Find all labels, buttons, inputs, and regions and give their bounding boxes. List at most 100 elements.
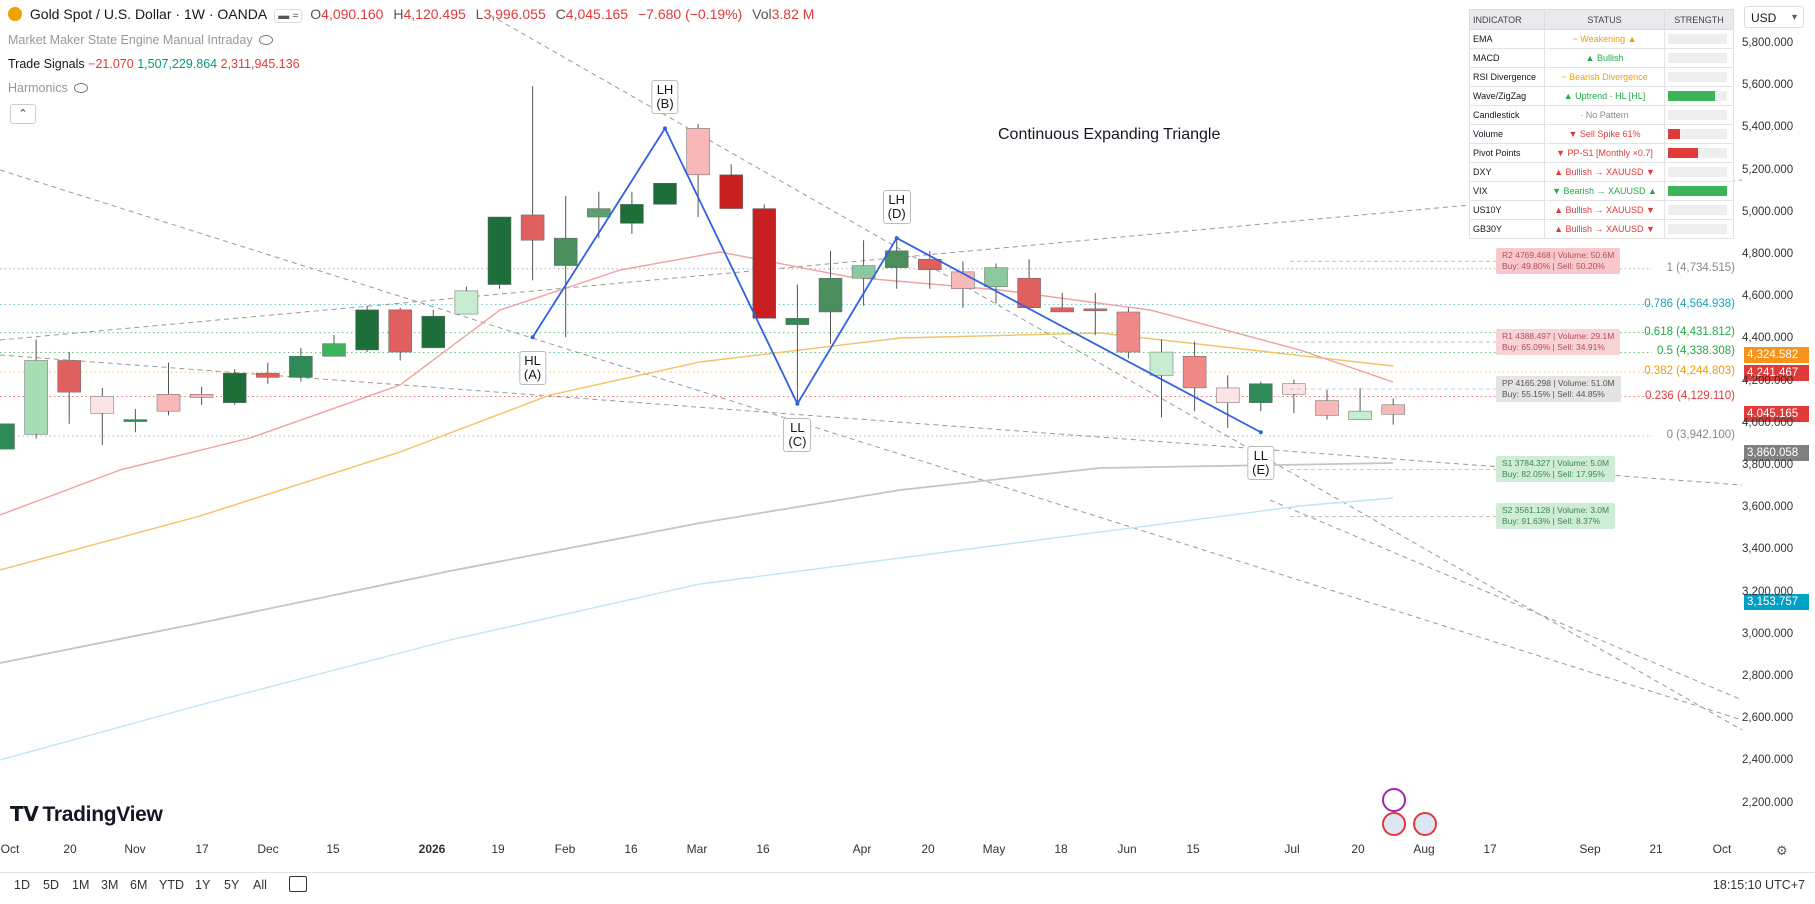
lightning-event-icon[interactable]: [1382, 788, 1406, 812]
indicator-status: · No Pattern: [1544, 105, 1665, 125]
currency-select[interactable]: USD: [1744, 6, 1804, 29]
candle: [719, 164, 743, 209]
candle-body: [189, 394, 214, 398]
candle-body: [355, 309, 379, 351]
table-row: EMA ~ Weakening ▲: [1469, 29, 1734, 49]
candle: [851, 240, 876, 306]
eye-hidden-icon[interactable]: [73, 83, 88, 93]
candle-body: [785, 318, 810, 325]
strength-bar: [1668, 205, 1727, 216]
price-tick-label: 2,400.000: [1742, 754, 1794, 767]
strength-bar: [1668, 53, 1727, 64]
candle: [189, 386, 214, 405]
price-tag: 4,241.467: [1744, 364, 1809, 381]
time-tick-label: Mar: [686, 842, 708, 856]
time-tick-label: 16: [756, 842, 770, 856]
symbol-title[interactable]: Gold Spot / U.S. Dollar · 1W · OANDA: [29, 6, 267, 22]
range-button-1m[interactable]: 1M: [72, 878, 90, 892]
price-tick-label: 4,800.000: [1742, 248, 1794, 260]
wave-label-top: LL: [1253, 448, 1269, 464]
collapse-legend-button[interactable]: ⌃: [10, 104, 36, 124]
symbol-header: Gold Spot / U.S. Dollar · 1W · OANDA ▬ ≈…: [8, 6, 814, 23]
price-tag: 3,860.058: [1744, 445, 1809, 462]
candle: [1050, 292, 1074, 313]
us-flag-event-icon[interactable]: [1413, 812, 1437, 836]
indicator-strength: [1664, 200, 1734, 220]
time-tick-label: 20: [921, 842, 935, 856]
candle: [520, 86, 545, 281]
strength-fill: [1668, 186, 1727, 197]
candle: [388, 307, 412, 361]
strength-bar: [1668, 186, 1727, 197]
zigzag-point: [530, 335, 535, 340]
candle: [289, 347, 313, 382]
time-tick-label: Oct: [1712, 842, 1732, 856]
range-button-1y[interactable]: 1Y: [195, 878, 211, 892]
time-tick-label: 15: [1186, 842, 1200, 856]
candle-body: [884, 250, 909, 268]
indicator-status-table: INDICATOR STATUS STRENGTH EMA ~ Weakening…: [1469, 9, 1734, 239]
indicator-strength: [1664, 124, 1734, 144]
candle-body: [156, 394, 181, 412]
calendar-icon[interactable]: [289, 876, 307, 892]
pivot-line-2: Buy: 65.09% | Sell: 34.91%: [1502, 341, 1605, 352]
indicator-mmse[interactable]: Market Maker State Engine Manual Intrada…: [8, 33, 273, 47]
candle: [653, 183, 677, 205]
time-tick-label: 18: [1054, 842, 1068, 856]
candle: [620, 191, 644, 234]
fib-level-label: 0.5 (4,338.308): [1656, 345, 1735, 358]
candle-body: [752, 208, 777, 319]
range-button-5y[interactable]: 5Y: [224, 878, 240, 892]
candle: [752, 204, 777, 319]
price-tick-label: 2,600.000: [1742, 712, 1794, 725]
range-button-ytd[interactable]: YTD: [159, 878, 184, 892]
tradingview-mark-icon: 𝗧𝗩: [10, 804, 39, 826]
candle: [1116, 307, 1141, 359]
pivot-box: PP 4165.298 | Volume: 51.0M Buy: 55.15% |…: [1496, 375, 1621, 402]
range-button-5d[interactable]: 5D: [43, 878, 59, 892]
candle-body: [1381, 404, 1405, 415]
trade-signal-value-1: −21.070: [88, 57, 134, 71]
range-button-1d[interactable]: 1D: [14, 878, 30, 892]
indicator-name: Candlestick: [1469, 105, 1545, 125]
trade-signal-value-2: 1,507,229.864: [137, 57, 218, 71]
time-tick-label: Oct: [0, 842, 20, 856]
fib-level-label: 0.382 (4,244.803): [1644, 365, 1735, 378]
range-button-3m[interactable]: 3M: [101, 878, 119, 892]
open-value: 4,090.160: [321, 6, 384, 22]
candle-body: [0, 423, 15, 450]
candle-body: [57, 360, 81, 393]
range-button-6m[interactable]: 6M: [130, 878, 148, 892]
indicator-name: RSI Divergence: [1469, 67, 1545, 87]
candle-body: [1017, 277, 1041, 308]
moving-average-line: [0, 462, 1394, 664]
us-flag-event-icon[interactable]: [1382, 812, 1406, 836]
moving-average-line: [0, 251, 1394, 516]
indicator-trade-signals[interactable]: Trade Signals −21.070 1,507,229.864 2,31…: [8, 57, 300, 71]
candle-body: [1182, 356, 1207, 389]
indicator-strength: [1664, 105, 1734, 125]
clock: 18:15:10 UTC+7: [1712, 878, 1805, 892]
indicator-status: ~ Bearish Divergence: [1544, 67, 1665, 87]
time-tick-label: Dec: [257, 842, 279, 856]
eye-hidden-icon[interactable]: [258, 35, 273, 45]
time-tick-label: Nov: [124, 842, 146, 856]
range-button-all[interactable]: All: [253, 878, 267, 892]
candle-body: [1249, 383, 1273, 403]
candle: [553, 195, 578, 338]
price-tick-label: 3,800.000: [1742, 459, 1794, 471]
candle: [0, 423, 15, 450]
candle-body: [454, 290, 479, 315]
price-tick-label: 2,800.000: [1742, 670, 1794, 682]
gear-icon[interactable]: ⚙: [1776, 843, 1788, 858]
indicator-strength: [1664, 29, 1734, 49]
price-tick-label: 5,400.000: [1742, 121, 1794, 134]
compare-pill-icon[interactable]: ▬ ≈: [274, 9, 303, 23]
table-header: INDICATOR: [1469, 9, 1545, 30]
price-tick-label: 3,400.000: [1742, 543, 1794, 556]
wave-label-top: HL: [524, 353, 541, 369]
indicator-harmonics[interactable]: Harmonics: [8, 81, 88, 95]
price-tick-label: 5,000.000: [1742, 205, 1794, 218]
pattern-title: Continuous Expanding Triangle: [998, 126, 1221, 143]
